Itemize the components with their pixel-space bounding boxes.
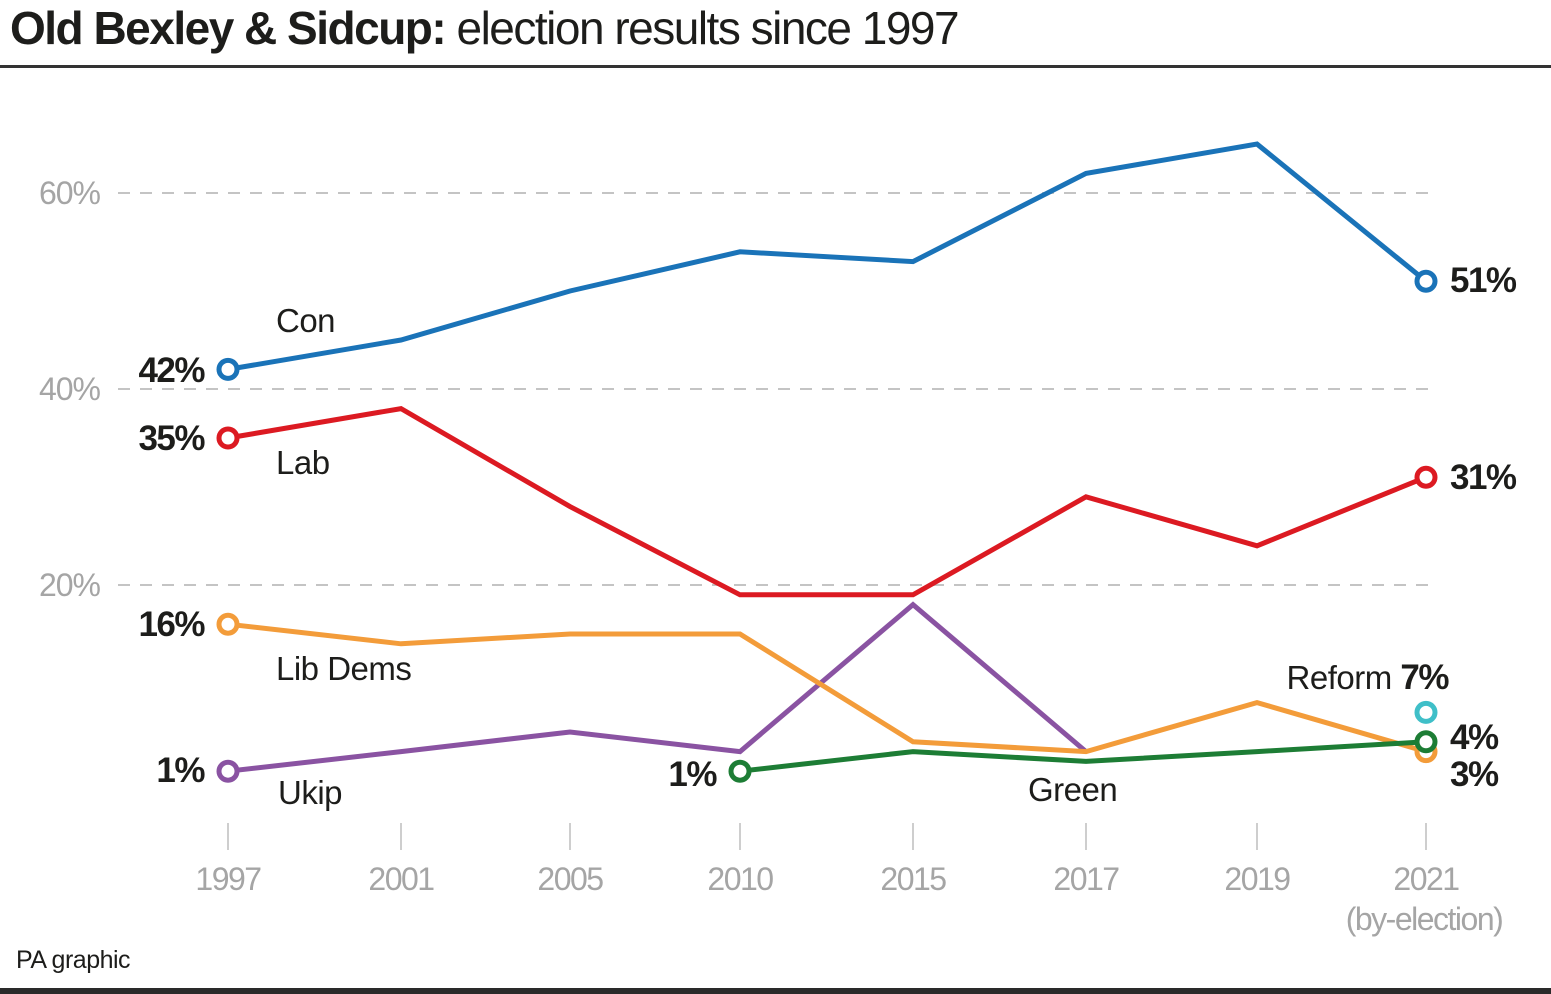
series-name-reform: Reform — [1287, 659, 1401, 696]
title-divider — [0, 65, 1551, 68]
y-tick-label: 20% — [39, 567, 101, 603]
start-value-label-con: 42% — [138, 351, 205, 390]
data-point-marker-green — [728, 759, 752, 783]
series-line-green — [739, 739, 1427, 774]
end-value-label-lib-dems: 3% — [1450, 755, 1499, 794]
data-point-marker-lib-dems — [216, 612, 240, 636]
start-value-label-lab: 35% — [138, 419, 205, 458]
y-axis: 20% 40% 60% — [39, 175, 102, 603]
start-value-label-ukip: 1% — [156, 751, 205, 790]
start-value-label-green: 1% — [668, 755, 717, 794]
source-credit: PA graphic — [16, 946, 131, 974]
data-point-marker-green — [1414, 730, 1438, 754]
x-tick-label: 2010 — [707, 861, 773, 897]
x-tick-label: 1997 — [195, 861, 261, 897]
data-point-marker-lab — [216, 426, 240, 450]
end-value-label-green: 4% — [1450, 718, 1499, 757]
x-tick-label: 2017 — [1053, 861, 1119, 897]
x-tick-label: 2005 — [537, 861, 603, 897]
chart-title: Old Bexley & Sidcup: election results si… — [10, 2, 960, 54]
x-tick-label: 2015 — [880, 861, 946, 897]
series-line-lab — [227, 405, 1427, 598]
data-point-marker-lab — [1414, 465, 1438, 489]
chart-title-bold: Old Bexley & Sidcup: — [10, 2, 447, 54]
series-name-ukip: Ukip — [278, 774, 342, 811]
series-lines — [216, 141, 1438, 783]
bottom-divider — [0, 988, 1551, 994]
x-tick-label: 2019 — [1224, 861, 1290, 897]
series-name-con: Con — [276, 302, 335, 339]
series-name-green: Green — [1028, 771, 1117, 808]
y-tick-label: 60% — [39, 175, 101, 211]
data-point-marker-ukip — [216, 759, 240, 783]
series-line-ukip — [227, 601, 1088, 774]
data-point-marker-con — [1414, 269, 1438, 293]
data-point-marker-con — [216, 357, 240, 381]
end-value-label-reform: 7% — [1400, 658, 1449, 697]
x-tick-sublabel: (by-election) — [1346, 901, 1503, 937]
series-line-con — [227, 141, 1428, 372]
x-tick-label: 2001 — [368, 861, 434, 897]
start-value-label-lib-dems: 16% — [138, 605, 205, 644]
data-point-marker-reform — [1414, 700, 1438, 724]
series-name-lib-dems: Lib Dems — [276, 650, 411, 687]
series-labels: Con Lab Lib Dems Ukip Green 42% 51% 35% 31% 16% 3%… — [138, 261, 1518, 811]
chart-title-regular: election results since 1997 — [445, 2, 959, 54]
series-label-reform: Reform 7% — [1287, 658, 1450, 697]
x-tick-label: 2021 — [1393, 861, 1459, 897]
x-axis: 1997 2001 2005 2010 2015 2017 2019 2021 (by-elec… — [195, 823, 1504, 937]
series-name-lab: Lab — [276, 444, 330, 481]
end-value-label-lab: 31% — [1450, 458, 1517, 497]
end-value-label-con: 51% — [1450, 261, 1517, 300]
y-tick-label: 40% — [39, 371, 101, 407]
series-line-lib-dems — [227, 621, 1427, 755]
